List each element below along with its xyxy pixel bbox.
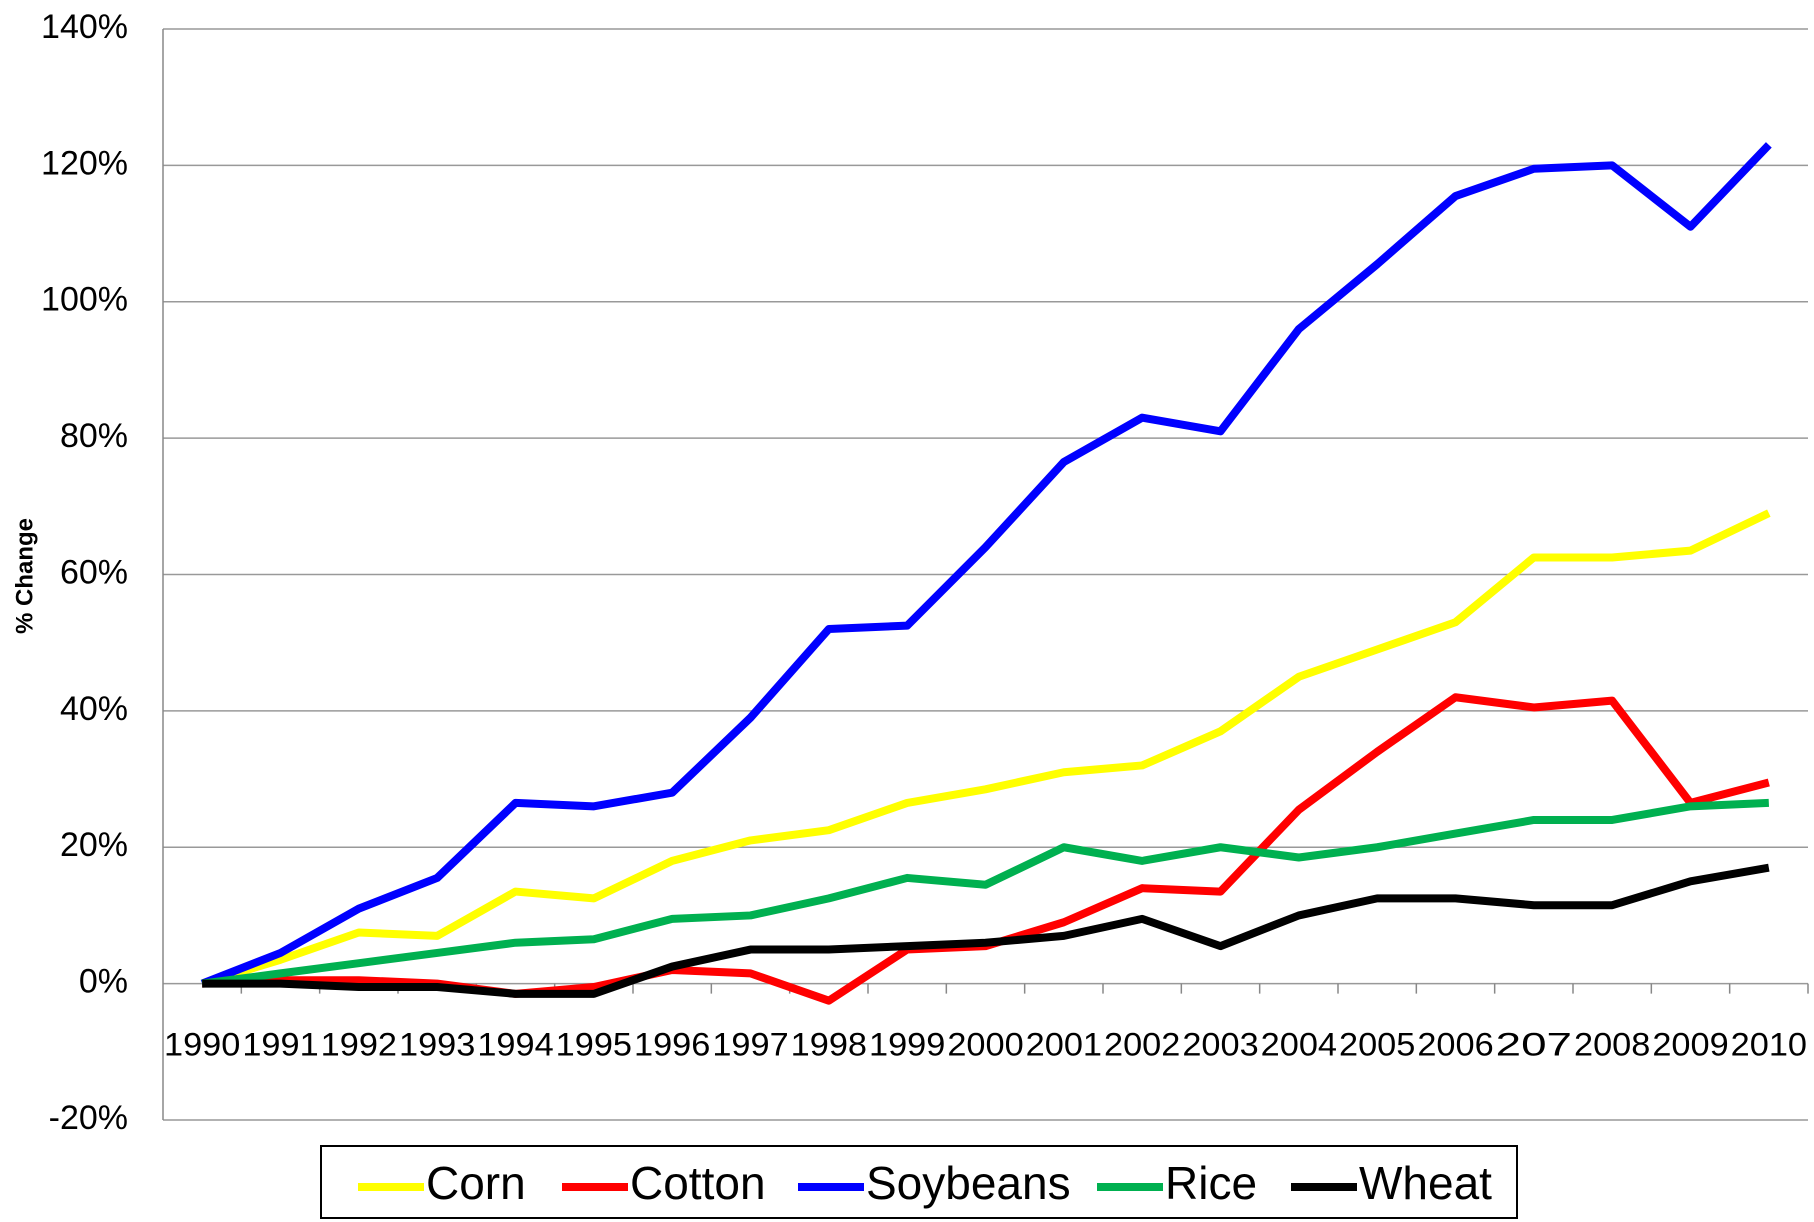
- y-tick-label: 140%: [41, 8, 128, 46]
- x-tick-label: 2009: [1652, 1026, 1728, 1062]
- y-tick-label: 120%: [41, 144, 128, 182]
- data-line: [202, 863, 1770, 998]
- x-tick-label: 2004: [1261, 1026, 1337, 1062]
- x-tick-label: 2002: [1104, 1026, 1180, 1062]
- legend-label: Soybeans: [866, 1157, 1071, 1209]
- x-tick-label: 1994: [477, 1026, 553, 1062]
- x-tick-label: 1997: [712, 1026, 788, 1062]
- y-tick-label: 0%: [79, 963, 128, 1001]
- x-tick-label: 1999: [869, 1026, 945, 1062]
- y-tick-label: 60%: [60, 553, 128, 591]
- x-tick-label: 1996: [634, 1026, 710, 1062]
- x-tick-label: 1993: [399, 1026, 475, 1062]
- y-tick-label: 100%: [41, 281, 128, 319]
- x-tick-label: 1995: [556, 1026, 632, 1062]
- y-axis-label: % Change: [11, 518, 38, 634]
- x-tick-label: 2001: [1026, 1026, 1102, 1062]
- x-tick-label: 1991: [242, 1026, 318, 1062]
- legend-label: Cotton: [630, 1157, 766, 1209]
- data-line: [201, 798, 1770, 988]
- x-tick-label: 1992: [321, 1026, 397, 1062]
- legend-label: Rice: [1165, 1157, 1257, 1209]
- x-tick-label: 207: [1496, 1026, 1572, 1062]
- y-tick-label: 40%: [60, 690, 128, 728]
- x-tick-label: 2005: [1339, 1026, 1415, 1062]
- x-tick-label: 2010: [1731, 1026, 1807, 1062]
- legend-box: [320, 1145, 1518, 1219]
- x-tick-label: 2006: [1417, 1026, 1493, 1062]
- x-tick-label: 2008: [1574, 1026, 1650, 1062]
- x-tick-label: 2000: [947, 1026, 1023, 1062]
- x-tick-label: 2003: [1182, 1026, 1258, 1062]
- legend-label: Corn: [426, 1157, 526, 1209]
- y-tick-label: -20%: [49, 1099, 128, 1137]
- x-tick-label: 1990: [164, 1026, 240, 1062]
- data-line: [200, 142, 1772, 988]
- y-tick-label: 20%: [60, 826, 128, 864]
- legend-label: Wheat: [1359, 1157, 1492, 1209]
- y-tick-label: 80%: [60, 417, 128, 455]
- data-line: [201, 509, 1771, 988]
- x-tick-label: 1998: [791, 1026, 867, 1062]
